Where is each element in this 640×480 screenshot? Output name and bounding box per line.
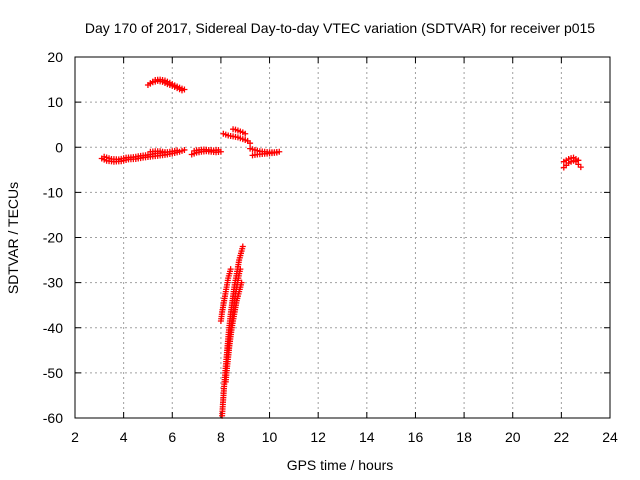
y-tick-label: -40 [43, 320, 63, 336]
y-axis-label: SDTVAR / TECUs [5, 182, 21, 294]
data-point [273, 149, 280, 156]
data-point [242, 130, 249, 137]
gridlines [75, 57, 610, 418]
data-points [98, 76, 584, 419]
x-tick-label: 8 [217, 429, 225, 445]
data-point [247, 140, 254, 147]
x-tick-label: 10 [262, 429, 278, 445]
x-tick-label: 20 [505, 429, 521, 445]
data-point [577, 164, 584, 171]
data-point [227, 266, 234, 273]
x-axis-label: GPS time / hours [287, 457, 394, 473]
x-tick-label: 2 [71, 429, 79, 445]
data-point [239, 243, 246, 250]
data-point [181, 146, 188, 153]
x-tick-label: 4 [120, 429, 128, 445]
y-tick-label: -10 [43, 184, 63, 200]
x-tick-label: 14 [359, 429, 375, 445]
y-tick-label: 10 [47, 94, 63, 110]
y-tick-label: 0 [55, 139, 63, 155]
data-point [237, 266, 244, 273]
data-point [575, 157, 582, 164]
y-tick-label: -30 [43, 275, 63, 291]
x-tick-label: 22 [554, 429, 570, 445]
x-tick-label: 12 [310, 429, 326, 445]
data-point [174, 147, 181, 154]
chart-title: Day 170 of 2017, Sidereal Day-to-day VTE… [85, 20, 595, 36]
y-tick-label: -60 [43, 410, 63, 426]
x-tick-label: 6 [168, 429, 176, 445]
x-tick-labels: 2 4 6 8 10 12 14 16 18 20 22 24 [71, 429, 618, 445]
x-tick-label: 18 [456, 429, 472, 445]
y-tick-label: -50 [43, 365, 63, 381]
plot-frame [74, 56, 611, 419]
data-point [181, 86, 188, 93]
data-point [215, 146, 222, 153]
y-tick-labels: 20 10 0 -10 -20 -30 -40 -50 -60 [43, 49, 63, 426]
data-point [161, 149, 168, 156]
y-tick-label: 20 [47, 49, 63, 65]
y-tick-label: -20 [43, 230, 63, 246]
x-tick-label: 16 [408, 429, 424, 445]
x-tick-label: 24 [602, 429, 618, 445]
